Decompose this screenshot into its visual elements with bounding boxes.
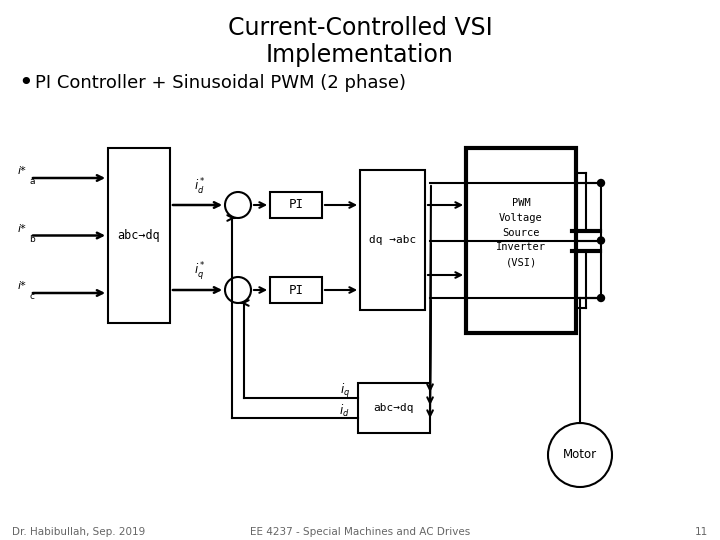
Bar [108,148,170,323]
Text: abc→dq: abc→dq [374,403,414,413]
Text: PI: PI [289,199,304,212]
Text: a: a [29,177,35,186]
Text: c: c [29,292,34,301]
Text: PI: PI [289,284,304,296]
Circle shape [225,277,251,303]
Text: EE 4237 - Special Machines and AC Drives: EE 4237 - Special Machines and AC Drives [250,527,470,537]
Bar [270,277,322,303]
Text: i*: i* [17,281,27,291]
Text: Dr. Habibullah, Sep. 2019: Dr. Habibullah, Sep. 2019 [12,527,145,537]
Text: i*: i* [17,224,27,233]
Text: $i_q^*$: $i_q^*$ [194,260,206,282]
Text: $i_q$: $i_q$ [340,382,350,400]
Bar [270,192,322,218]
Text: abc→dq: abc→dq [117,229,161,242]
Circle shape [598,294,605,301]
Circle shape [225,192,251,218]
Text: Motor: Motor [563,449,597,462]
Circle shape [598,179,605,186]
Circle shape [598,237,605,244]
Text: b: b [29,234,35,244]
Text: dq →abc: dq →abc [369,235,416,245]
Text: i*: i* [17,166,27,176]
Text: $i_d^*$: $i_d^*$ [194,177,206,197]
Bar [358,383,430,433]
Bar [360,170,425,310]
Text: •: • [18,71,32,95]
Text: 11: 11 [695,527,708,537]
Text: Implementation: Implementation [266,43,454,67]
Text: $i_d$: $i_d$ [339,403,350,419]
Circle shape [548,423,612,487]
Bar [466,148,576,333]
Text: PWM
Voltage
Source
Inverter
(VSI): PWM Voltage Source Inverter (VSI) [496,198,546,267]
Text: Current-Controlled VSI: Current-Controlled VSI [228,16,492,40]
Text: PI Controller + Sinusoidal PWM (2 phase): PI Controller + Sinusoidal PWM (2 phase) [35,74,406,92]
